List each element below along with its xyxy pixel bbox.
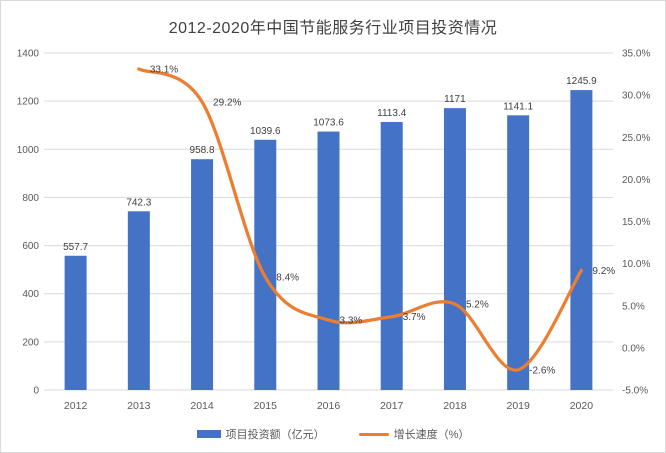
left-axis-tick-label: 200: [22, 337, 39, 348]
x-axis-label: 2012: [64, 400, 88, 412]
left-axis-tick-label: 1400: [17, 49, 40, 60]
line-value-label: 3.7%: [403, 312, 426, 323]
right-axis-tick-label: 10.0%: [622, 259, 650, 270]
bar-2016: [317, 131, 340, 390]
line-value-label: 5.2%: [466, 300, 489, 311]
legend-item-growth: 增长速度（%）: [358, 426, 470, 442]
x-axis-label: 2016: [317, 400, 341, 412]
bar-2014: [191, 159, 214, 390]
bar-value-label: 1039.6: [250, 126, 281, 137]
right-axis-tick-label: 30.0%: [622, 91, 650, 102]
right-axis-tick-label: 5.0%: [622, 301, 645, 312]
bar-2017: [380, 121, 403, 391]
bar-value-label: 557.7: [63, 242, 88, 253]
legend-line-swatch: [358, 432, 389, 436]
x-axis-label: 2015: [254, 400, 278, 412]
bar-2015: [254, 139, 277, 390]
left-axis-tick-label: 400: [22, 289, 39, 300]
right-axis-tick-label: 25.0%: [622, 133, 650, 144]
legend-line-label: 增长速度（%）: [393, 429, 470, 441]
legend-item-investment: 项目投资额（亿元）: [196, 426, 325, 442]
legend: 项目投资额（亿元） 增长速度（%）: [1, 426, 665, 442]
bar-value-label: 1245.9: [566, 76, 597, 87]
bar-value-label: 1113.4: [377, 108, 407, 119]
right-axis-tick-label: 0.0%: [622, 343, 645, 354]
x-axis-label: 2014: [190, 400, 214, 412]
line-value-label: 8.4%: [276, 273, 299, 284]
bar-value-label: 1073.6: [313, 118, 344, 129]
left-axis-tick-label: 0: [33, 386, 39, 397]
bar-2020: [570, 90, 593, 391]
growth-line: [137, 67, 584, 372]
bar-2018: [443, 108, 466, 391]
left-axis-tick-label: 800: [22, 193, 39, 204]
line-value-label: 29.2%: [213, 97, 241, 108]
left-axis-tick-label: 600: [22, 241, 39, 252]
x-axis-label: 2020: [570, 400, 594, 412]
chart-title: 2012-2020年中国节能服务行业项目投资情况: [168, 20, 498, 37]
bar-value-label: 1141.1: [503, 101, 533, 112]
right-axis-tick-label: -5.0%: [622, 386, 648, 397]
right-axis-tick-label: 35.0%: [622, 49, 650, 60]
legend-bar-swatch: [196, 430, 221, 438]
bar-value-label: 742.3: [126, 197, 151, 208]
bar-2012: [64, 255, 87, 390]
line-value-label: -2.6%: [529, 365, 555, 376]
right-axis-tick-label: 20.0%: [622, 175, 650, 186]
bar-value-label: 1171: [444, 94, 466, 105]
legend-bar-label: 项目投资额（亿元）: [225, 429, 325, 441]
x-axis-label: 2013: [127, 400, 151, 412]
x-axis-label: 2018: [443, 400, 467, 412]
right-axis-tick-label: 15.0%: [622, 217, 650, 228]
line-value-label: 3.3%: [340, 316, 363, 327]
line-value-label: 9.2%: [592, 266, 615, 277]
x-axis-label: 2019: [506, 400, 530, 412]
bar-value-label: 958.8: [190, 145, 215, 156]
bar-2019: [507, 115, 530, 391]
left-axis-tick-label: 1200: [17, 97, 40, 108]
left-axis-tick-label: 1000: [17, 145, 40, 156]
x-axis-label: 2017: [380, 400, 404, 412]
bar-2013: [127, 211, 150, 390]
line-value-label: 33.1%: [150, 65, 178, 76]
